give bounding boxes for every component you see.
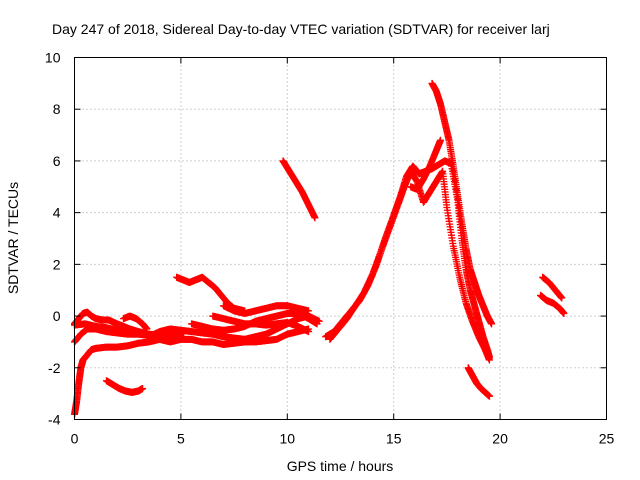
x-tick-label: 20 bbox=[492, 431, 508, 447]
data-point bbox=[241, 307, 249, 315]
x-axis-label: GPS time / hours bbox=[287, 458, 394, 474]
y-tick-label: 2 bbox=[53, 256, 61, 272]
series-s13 bbox=[279, 157, 319, 222]
plot-frame bbox=[74, 57, 607, 420]
series-s10 bbox=[209, 312, 313, 336]
data-point bbox=[488, 320, 496, 328]
x-tick-label: 25 bbox=[599, 431, 615, 447]
y-tick-label: 0 bbox=[53, 308, 61, 324]
y-tick-label: 4 bbox=[53, 205, 61, 221]
y-axis-label: SDTVAR / TECUs bbox=[5, 182, 21, 294]
series-s19 bbox=[539, 273, 566, 302]
axis-ticks bbox=[74, 57, 607, 420]
series-s17 bbox=[428, 79, 496, 328]
series-s4 bbox=[71, 320, 132, 336]
data-point bbox=[485, 356, 493, 364]
series-s18 bbox=[464, 364, 493, 400]
x-tick-label: 10 bbox=[280, 431, 296, 447]
data-point bbox=[485, 392, 493, 400]
data-point bbox=[313, 320, 321, 328]
x-tick-label: 0 bbox=[71, 431, 79, 447]
grid-lines bbox=[74, 57, 607, 420]
series-s6 bbox=[102, 377, 147, 396]
tick-labels: 0 5 10 15 20 25 -4 -2 0 2 4 6 8 10 bbox=[45, 50, 615, 447]
data-point bbox=[305, 307, 313, 315]
data-point bbox=[143, 325, 151, 333]
data-point bbox=[560, 309, 568, 317]
data-point bbox=[437, 136, 445, 144]
series-s12 bbox=[173, 273, 249, 315]
y-tick-label: -2 bbox=[48, 360, 61, 376]
series-s5 bbox=[119, 312, 151, 333]
series-s20 bbox=[537, 291, 568, 317]
y-tick-label: -4 bbox=[48, 412, 61, 428]
x-tick-label: 15 bbox=[386, 431, 402, 447]
data-point bbox=[139, 384, 147, 392]
data-point bbox=[124, 328, 132, 336]
x-tick-label: 5 bbox=[177, 431, 185, 447]
data-points bbox=[71, 79, 568, 418]
data-point bbox=[311, 214, 319, 222]
chart-title: Day 247 of 2018, Sidereal Day-to-day VTE… bbox=[52, 21, 550, 37]
series-s8 bbox=[156, 325, 313, 349]
y-tick-label: 6 bbox=[53, 153, 61, 169]
series-s16 bbox=[407, 136, 445, 193]
y-tick-label: 10 bbox=[45, 50, 61, 66]
y-tick-label: 8 bbox=[53, 101, 61, 117]
series-s15 bbox=[326, 167, 493, 364]
data-point bbox=[558, 294, 566, 302]
data-point bbox=[305, 328, 313, 336]
